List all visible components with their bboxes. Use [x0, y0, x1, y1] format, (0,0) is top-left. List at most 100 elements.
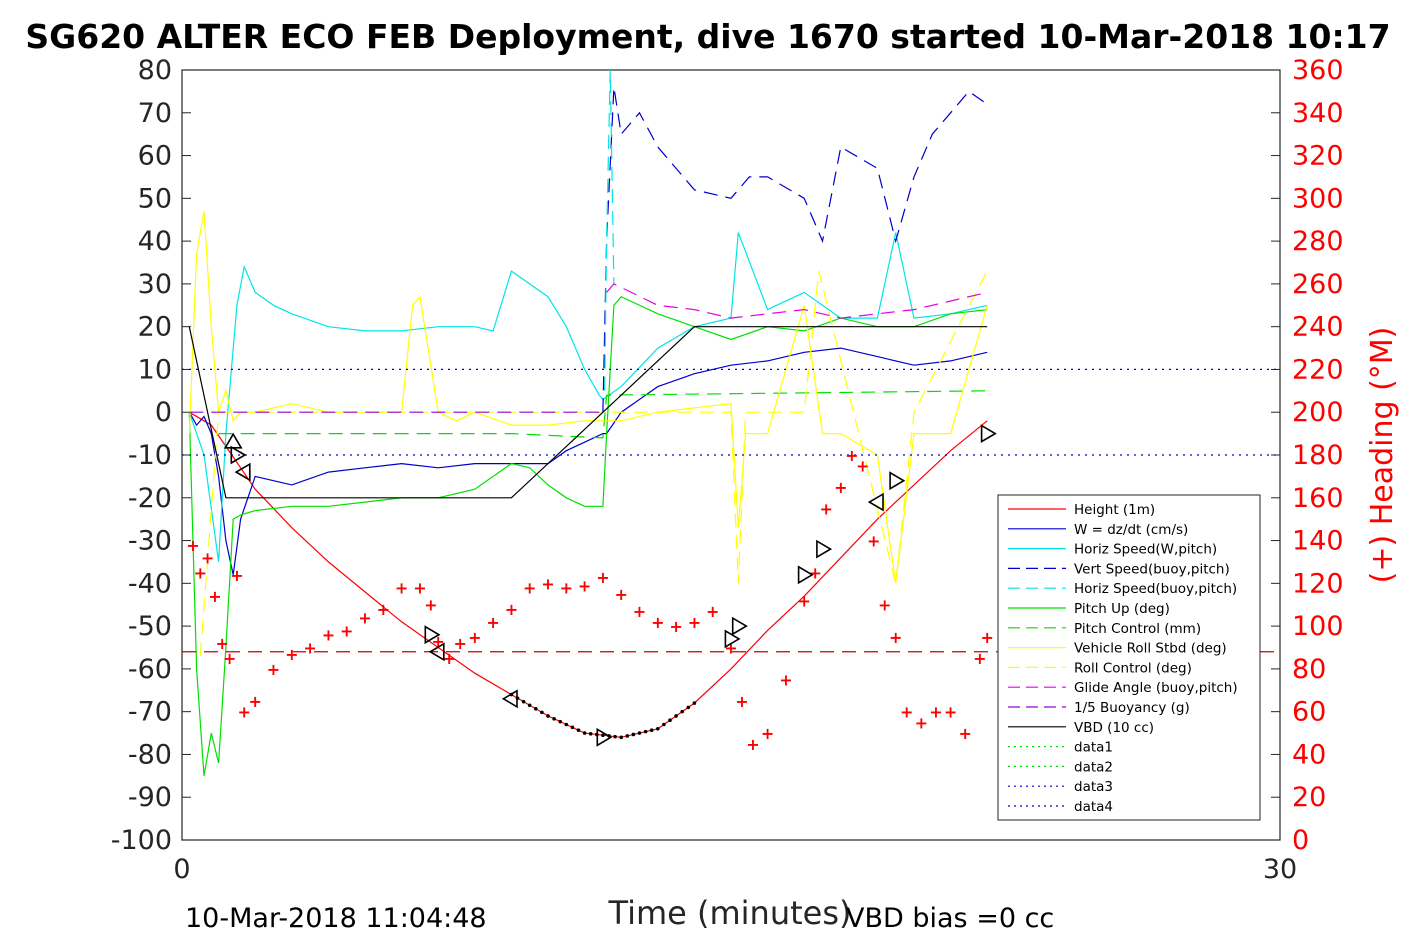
x-tick-label: 0: [173, 854, 190, 885]
heading-point: +: [929, 703, 942, 722]
y2-tick-label: 360: [1292, 55, 1344, 86]
heading-point: +: [377, 600, 390, 619]
height-dot: [534, 707, 538, 711]
heading-point: +: [358, 609, 371, 628]
heading-point: +: [889, 628, 902, 647]
heading-point: +: [669, 617, 682, 636]
series-line: [188, 347, 988, 575]
heading-point: +: [216, 634, 229, 653]
y2-tick-label: 340: [1292, 98, 1344, 129]
heading-point: +: [834, 478, 847, 497]
height-dot: [576, 728, 581, 733]
heading-point: +: [560, 579, 573, 598]
series-line: [606, 283, 988, 319]
legend-label: data4: [1074, 799, 1113, 815]
y-tick-label: 0: [155, 397, 172, 428]
legend-label: Vert Speed(buoy,pitch): [1074, 561, 1230, 577]
y2-tick-label: 120: [1292, 568, 1344, 599]
heading-point: +: [845, 446, 858, 465]
series-layer: [182, 69, 1280, 776]
direction-marker: [731, 616, 748, 636]
y-tick-label: -80: [128, 739, 172, 770]
heading-point: +: [735, 692, 748, 711]
y-tick-label: 50: [138, 183, 172, 214]
height-dot: [570, 725, 575, 730]
heading-point: +: [973, 649, 986, 668]
heading-point: +: [230, 566, 243, 585]
heading-point: +: [596, 568, 609, 587]
heading-point: +: [267, 660, 280, 679]
y-tick-label: 80: [138, 55, 172, 86]
heading-point: +: [900, 703, 913, 722]
y-tick-label: -60: [128, 654, 172, 685]
series-line: [604, 69, 615, 391]
height-dot: [601, 733, 605, 737]
heading-point: +: [322, 626, 335, 645]
y2-tick-label: 300: [1292, 183, 1344, 214]
y-tick-label: -30: [128, 526, 172, 557]
heading-point: +: [746, 735, 759, 754]
heading-point: +: [688, 613, 701, 632]
legend-label: Pitch Control (mm): [1074, 621, 1201, 637]
y2-tick-label: 20: [1292, 782, 1326, 813]
y-tick-label: -70: [128, 697, 172, 728]
y2-axis-label: (+) Heading (°M): [1365, 327, 1400, 584]
series-line: [218, 390, 988, 439]
direction-marker: [428, 642, 445, 662]
legend-label: data1: [1074, 740, 1113, 756]
direction-marker: [234, 462, 251, 482]
height-dot: [649, 728, 654, 733]
height-dot: [674, 714, 678, 718]
heading-point: +: [238, 703, 251, 722]
legend-label: Vehicle Roll Stbd (deg): [1074, 641, 1227, 657]
series-line: [602, 87, 988, 413]
height-dot: [564, 722, 569, 727]
heading-point: +: [248, 692, 261, 711]
height-dot: [686, 705, 691, 710]
x-axis-ticks: 0 30: [173, 831, 1297, 885]
heading-point: +: [541, 574, 554, 593]
legend-label: data2: [1074, 759, 1113, 775]
heading-point: +: [468, 628, 481, 647]
height-dot: [662, 722, 666, 727]
heading-point: +: [486, 613, 499, 632]
x-axis-label: Time (minutes): [608, 894, 852, 932]
y-tick-label: -90: [128, 782, 172, 813]
y2-tick-label: 100: [1292, 611, 1344, 642]
series-line: [188, 326, 988, 499]
heading-point: +: [285, 645, 298, 664]
y-tick-label: -20: [128, 483, 172, 514]
heading-point: +: [186, 536, 199, 555]
y-tick-label: 70: [138, 98, 172, 129]
legend: Height (1m) W = dz/dt (cm/s) Horiz Speed(W…: [997, 494, 1261, 821]
heading-point: +: [413, 579, 426, 598]
direction-marker: [867, 492, 884, 512]
height-dot: [637, 731, 642, 735]
legend-label: Glide Angle (buoy,pitch): [1074, 680, 1238, 696]
height-dot: [680, 709, 684, 714]
direction-marker: [816, 539, 833, 559]
height-dot: [625, 734, 630, 738]
left-axis-ticks: 80 70 60 50 40 30 20 10 0 -10 -20 -30 -40 -50 -60 -70 -8…: [111, 55, 191, 856]
heading-point: +: [867, 532, 880, 551]
height-dot: [582, 731, 587, 735]
footer-timestamp: 10-Mar-2018 11:04:48: [185, 903, 487, 934]
heading-point: +: [340, 621, 353, 640]
heading-point: +: [395, 579, 408, 598]
heading-point: +: [878, 596, 891, 615]
chart-title: SG620 ALTER ECO FEB Deployment, dive 167…: [25, 17, 1390, 56]
heading-point: +: [915, 713, 928, 732]
height-dot: [668, 718, 672, 723]
y2-tick-label: 220: [1292, 354, 1344, 385]
y2-tick-label: 80: [1292, 654, 1326, 685]
height-dot: [613, 734, 617, 739]
y2-tick-label: 260: [1292, 269, 1344, 300]
legend-label: W = dz/dt (cm/s): [1074, 522, 1188, 538]
heading-point: +: [453, 634, 466, 653]
heading-point: +: [724, 639, 737, 658]
y-tick-label: -50: [128, 611, 172, 642]
heading-point: +: [578, 576, 591, 595]
direction-marker: [797, 565, 814, 585]
legend-label: VBD (10 cc): [1074, 720, 1154, 736]
heading-point: +: [779, 671, 792, 690]
